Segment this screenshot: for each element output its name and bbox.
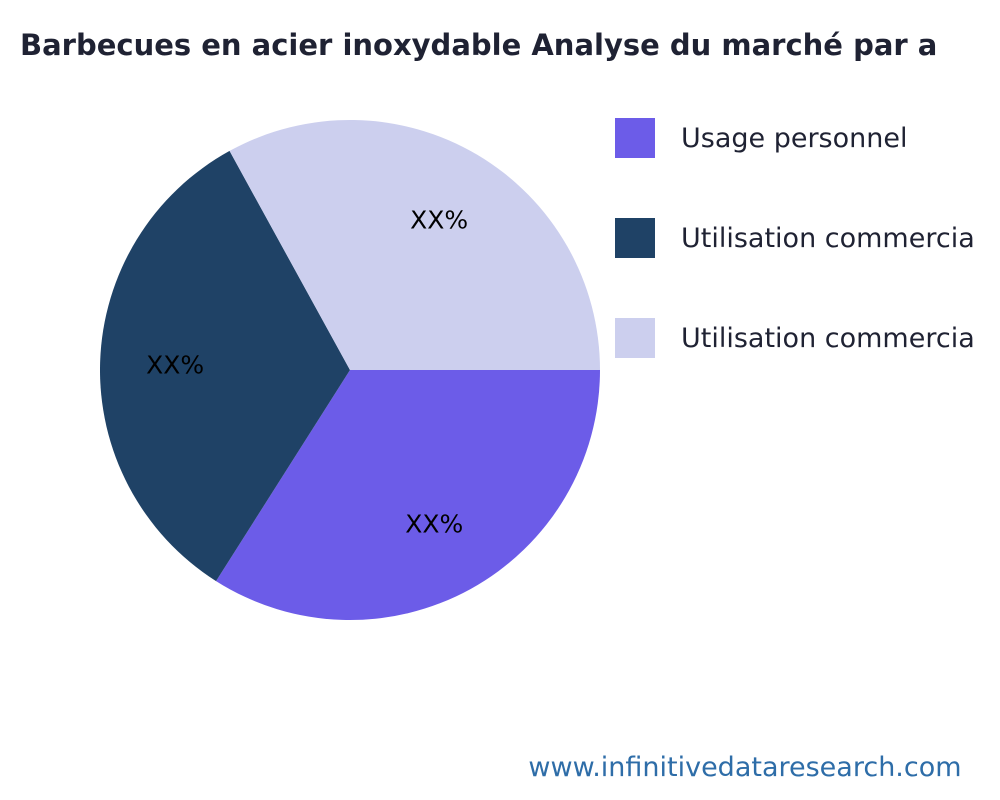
legend-label: Utilisation commercia — [681, 322, 975, 354]
chart-title: Barbecues en acier inoxydable Analyse du… — [20, 28, 938, 62]
pie-slice-2 — [229, 119, 600, 370]
pie-chart-svg: XX% XX% XX% — [99, 119, 600, 621]
pie-slice-0 — [216, 370, 600, 621]
pie-slice-1 — [99, 150, 350, 582]
legend-item-utilisation-commerciale-2: Utilisation commercia — [615, 318, 975, 358]
pie-chart: XX% XX% XX% — [90, 110, 610, 630]
legend-swatch-purple — [615, 118, 655, 158]
legend-item-usage-personnel: Usage personnel — [615, 118, 975, 158]
legend-item-utilisation-commerciale-1: Utilisation commercia — [615, 218, 975, 258]
legend-label: Utilisation commercia — [681, 222, 975, 254]
pie-slice-label-0: XX% — [405, 509, 463, 538]
footer-url[interactable]: www.infinitivedataresearch.com — [528, 752, 962, 783]
legend-swatch-navy — [615, 218, 655, 258]
legend-swatch-lavender — [615, 318, 655, 358]
pie-slice-label-2: XX% — [410, 205, 468, 234]
pie-slice-label-1: XX% — [146, 351, 204, 380]
legend-label: Usage personnel — [681, 122, 908, 154]
legend: Usage personnel Utilisation commercia Ut… — [615, 118, 975, 358]
